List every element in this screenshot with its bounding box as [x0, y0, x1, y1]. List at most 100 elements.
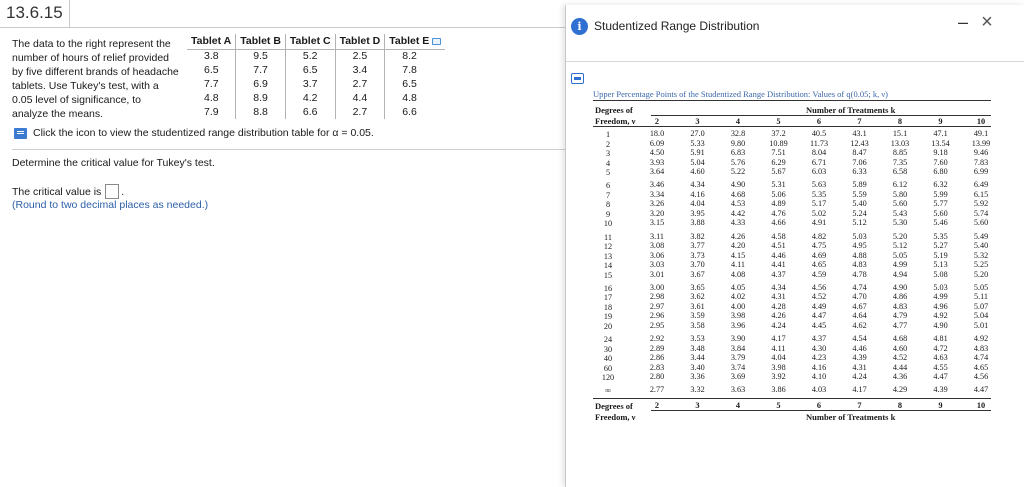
df-value: 4 [605, 158, 611, 168]
df-value: 30 [603, 344, 613, 354]
click-instruction-text: Click the icon to view the studentized r… [33, 127, 374, 139]
q-value: 4.91 [811, 218, 827, 228]
q-value: 3.73 [690, 250, 705, 260]
table-cell: 4.4 [334, 91, 385, 105]
q-value: 4.60 [690, 167, 705, 177]
q-value: 4.99 [892, 260, 908, 270]
q-value: 4.37 [811, 334, 827, 343]
q-value: 4.39 [852, 353, 867, 363]
q-value: 5.01 [973, 320, 989, 330]
table-cell: 6.9 [235, 77, 286, 91]
q-value: 3.01 [649, 269, 665, 279]
q-value: 3.15 [649, 218, 665, 228]
q-value: 5.63 [811, 180, 827, 190]
column-header: Tablet B [235, 34, 286, 49]
q-value: 5.04 [973, 311, 989, 321]
q-value: 3.36 [690, 372, 705, 382]
table-cell: 4.8 [384, 91, 446, 105]
df-value: 14 [603, 261, 613, 271]
q-value: 6.71 [811, 157, 827, 167]
q-value: 4.52 [811, 292, 827, 302]
q-value: 5.99 [933, 189, 948, 199]
q-value: 2.77 [649, 385, 665, 395]
q-value: 3.65 [690, 282, 705, 292]
q-value: 3.59 [690, 311, 705, 321]
df-value: 16 [603, 283, 613, 293]
q-value: 3.74 [730, 362, 746, 372]
df-value: 12 [603, 242, 613, 252]
q-value: 5.80 [892, 189, 908, 199]
table-cell: 2.5 [334, 49, 385, 63]
q-value: 3.20 [649, 208, 665, 218]
q-value: 4.83 [973, 343, 989, 353]
q-value: 4.26 [730, 231, 746, 241]
q-value: 4.39 [933, 385, 948, 395]
df-value: 3 [605, 149, 611, 159]
q-value: 4.50 [649, 148, 665, 158]
q-value: 4.16 [690, 189, 705, 199]
q-value: 5.03 [933, 282, 948, 292]
q-value: 6.83 [730, 148, 746, 158]
q-value: 6.15 [973, 189, 989, 199]
q-value: 3.32 [690, 385, 705, 395]
critical-value-input[interactable] [105, 184, 120, 199]
q-value: 6.32 [933, 180, 948, 190]
q-value: 4.34 [771, 282, 786, 292]
q-value: 4.72 [933, 343, 948, 353]
q-value: 5.40 [973, 241, 989, 251]
table-top-rule [593, 100, 991, 101]
table-cell: 9.5 [235, 49, 286, 63]
q-value: 5.11 [973, 292, 989, 302]
q-value: 7.06 [852, 157, 867, 167]
q-value: 4.37 [771, 269, 786, 279]
k-footer: 9 [938, 400, 943, 410]
table-row: 3.8 9.5 5.2 2.5 8.2 [187, 49, 446, 63]
q-value: 5.07 [973, 301, 989, 311]
q-value: 3.00 [649, 282, 665, 292]
k-header: 9 [938, 117, 943, 126]
footer-top-rule [593, 397, 991, 399]
q-value: 4.89 [771, 199, 786, 209]
q-value: 3.44 [690, 353, 705, 363]
q-value: 4.46 [771, 250, 786, 260]
print-icon[interactable] [571, 73, 584, 84]
q-value: 4.04 [690, 199, 705, 209]
q-value: 6.12 [892, 180, 908, 190]
q-value: 2.89 [649, 343, 665, 353]
k-header: 8 [897, 117, 903, 126]
q-value: 3.95 [690, 208, 705, 218]
q-value: 3.03 [649, 260, 665, 270]
q-value: 4.74 [852, 282, 867, 292]
df-value: 120 [601, 373, 615, 383]
q-value: 5.35 [933, 231, 948, 241]
q-value: 4.24 [852, 372, 867, 382]
k-header: 7 [857, 117, 862, 126]
table-cell: 6.6 [284, 105, 336, 119]
q-value: 3.67 [690, 269, 705, 279]
df-value: 9 [605, 209, 611, 219]
q-value: 10.89 [769, 138, 788, 148]
footer-treatments: Number of Treatments k [806, 411, 896, 422]
q-value: 12.43 [850, 138, 869, 148]
table-row: 7.7 6.9 3.7 2.7 6.5 [187, 77, 446, 91]
q-value: 4.88 [852, 250, 867, 260]
q-value: 13.54 [931, 138, 950, 148]
q-value: 4.62 [852, 320, 867, 330]
close-button[interactable]: × [981, 11, 993, 33]
column-header: Tablet A [191, 35, 232, 48]
q-value: 4.68 [730, 189, 746, 199]
q-value: 4.47 [933, 372, 948, 382]
minimize-button[interactable]: – [957, 12, 968, 32]
footer-degrees: Degrees of [595, 400, 633, 411]
table-book-icon[interactable] [14, 127, 27, 139]
click-instruction[interactable]: Click the icon to view the studentized r… [14, 127, 374, 139]
q-value: 3.11 [649, 231, 665, 241]
q-value: 4.65 [811, 260, 827, 270]
question-id: 13.6.15 [0, 0, 70, 28]
q-value: 3.69 [730, 372, 746, 382]
q-value: 3.93 [649, 157, 665, 167]
footer-freedom: Freedom, ν [595, 411, 636, 422]
q-value: 47.1 [933, 129, 948, 138]
copy-data-icon[interactable] [432, 37, 442, 45]
q-value: 4.23 [811, 353, 827, 363]
